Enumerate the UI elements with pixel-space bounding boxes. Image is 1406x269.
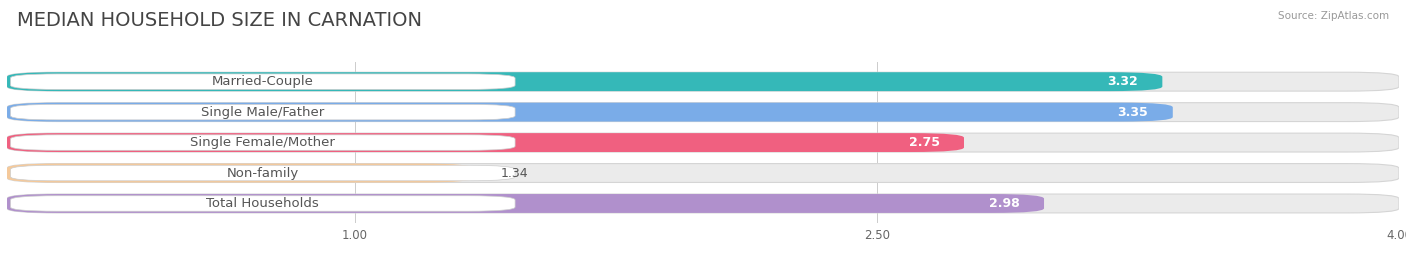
Text: 3.35: 3.35 [1118, 106, 1149, 119]
Text: 2.75: 2.75 [908, 136, 939, 149]
FancyBboxPatch shape [7, 72, 1163, 91]
FancyBboxPatch shape [10, 165, 515, 181]
FancyBboxPatch shape [10, 135, 515, 150]
FancyBboxPatch shape [7, 194, 1399, 213]
Text: 1.34: 1.34 [501, 167, 529, 179]
Text: Source: ZipAtlas.com: Source: ZipAtlas.com [1278, 11, 1389, 21]
FancyBboxPatch shape [7, 194, 1045, 213]
Text: Total Households: Total Households [207, 197, 319, 210]
FancyBboxPatch shape [10, 196, 515, 211]
Text: MEDIAN HOUSEHOLD SIZE IN CARNATION: MEDIAN HOUSEHOLD SIZE IN CARNATION [17, 11, 422, 30]
FancyBboxPatch shape [7, 103, 1399, 122]
Text: 3.32: 3.32 [1108, 75, 1137, 88]
FancyBboxPatch shape [7, 103, 1173, 122]
FancyBboxPatch shape [10, 74, 515, 89]
FancyBboxPatch shape [7, 72, 1399, 91]
FancyBboxPatch shape [10, 104, 515, 120]
Text: Non-family: Non-family [226, 167, 299, 179]
Text: Single Female/Mother: Single Female/Mother [190, 136, 335, 149]
Text: 2.98: 2.98 [988, 197, 1019, 210]
FancyBboxPatch shape [7, 133, 1399, 152]
FancyBboxPatch shape [7, 133, 965, 152]
Text: Single Male/Father: Single Male/Father [201, 106, 325, 119]
FancyBboxPatch shape [7, 164, 1399, 182]
Text: Married-Couple: Married-Couple [212, 75, 314, 88]
FancyBboxPatch shape [7, 164, 474, 182]
